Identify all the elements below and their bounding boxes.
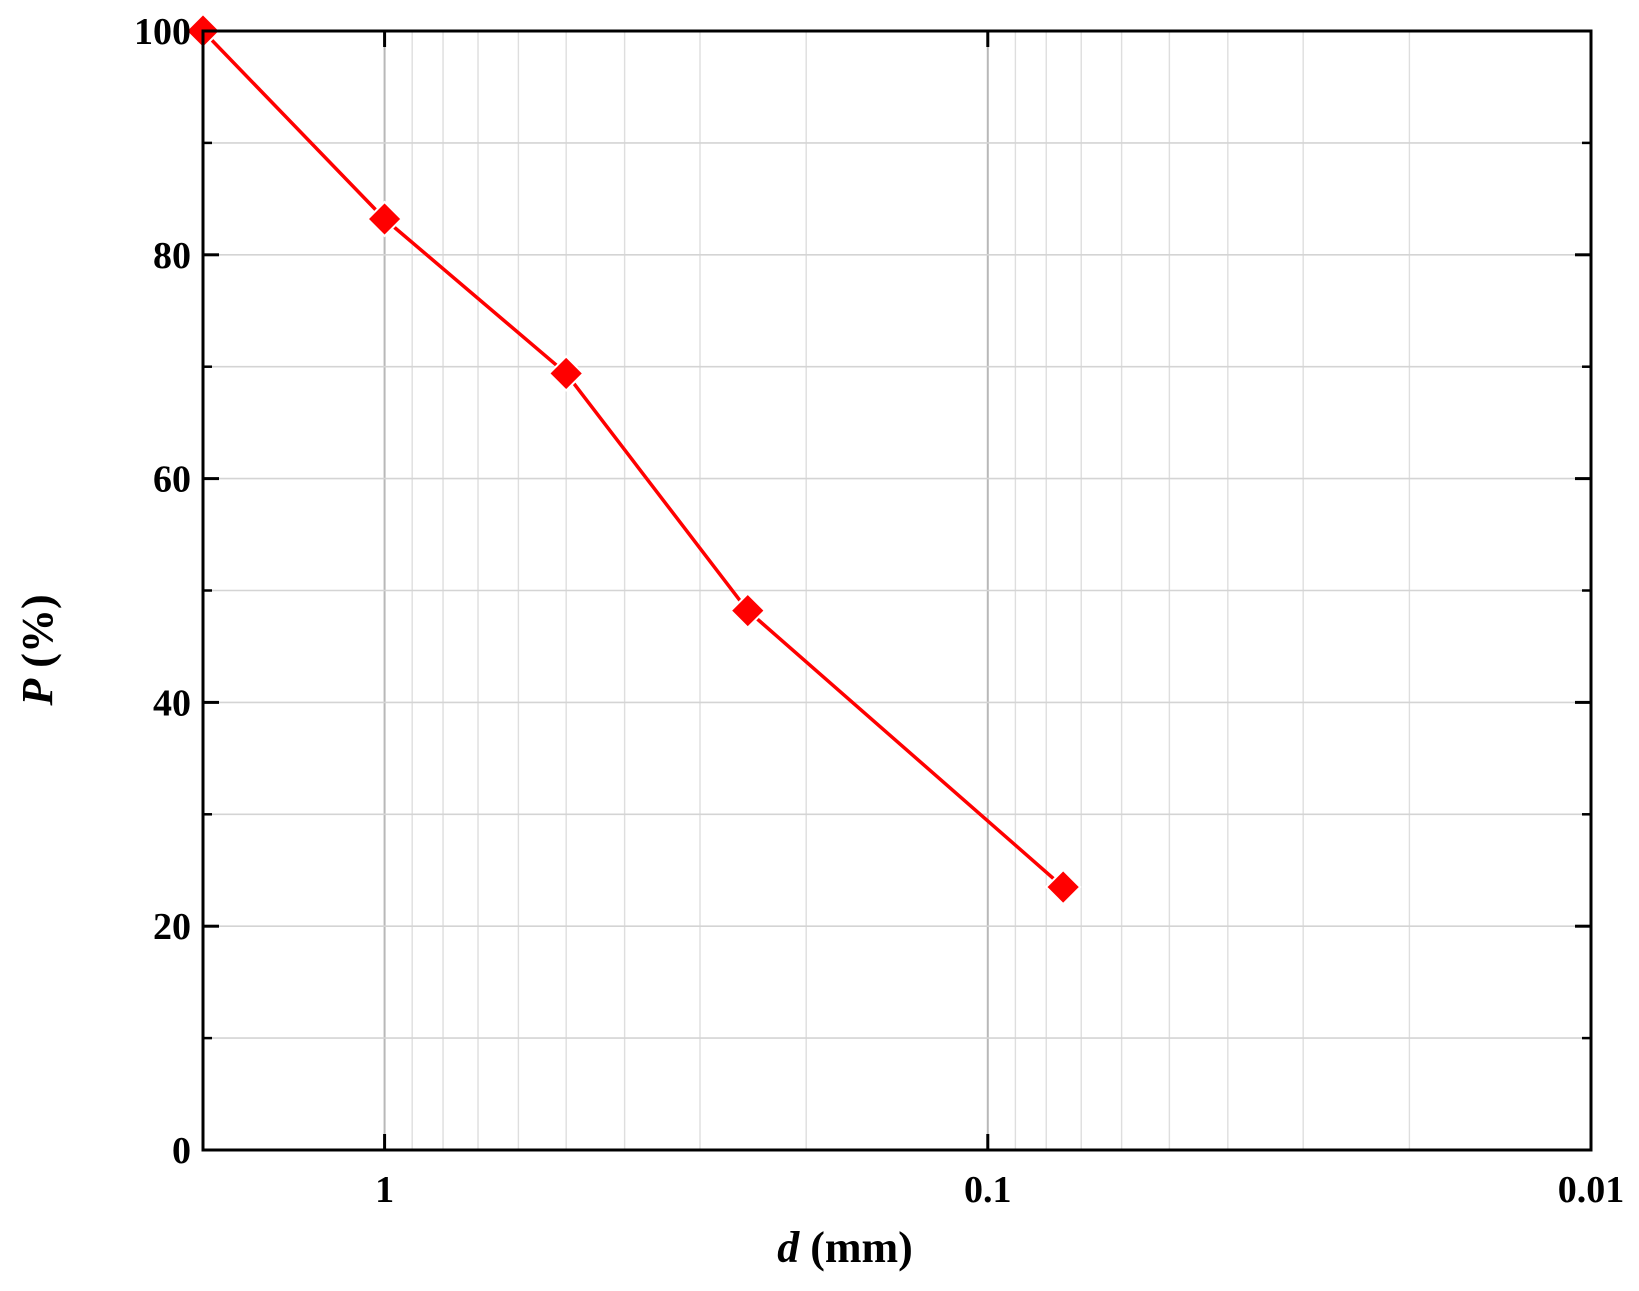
y-tick-label: 0 bbox=[172, 1130, 191, 1172]
x-axis-title: d (mm) bbox=[777, 1223, 913, 1272]
data-point bbox=[729, 592, 767, 630]
x-tick-label: 0.1 bbox=[964, 1169, 1012, 1211]
y-axis-title: P (%) bbox=[13, 594, 62, 706]
data-point bbox=[547, 354, 585, 392]
x-tick-label: 0.01 bbox=[1558, 1169, 1625, 1211]
tick-marks bbox=[203, 29, 1593, 1152]
tick-labels: 0 20 40 60 80 100 1 0.1 0.01 bbox=[134, 11, 1624, 1211]
y-tick-label: 80 bbox=[153, 235, 191, 277]
series-layer bbox=[184, 12, 1082, 906]
y-axis-unit: (%) bbox=[13, 594, 62, 678]
y-tick-label: 20 bbox=[153, 906, 191, 948]
data-point bbox=[1044, 868, 1082, 906]
y-tick-label: 40 bbox=[153, 682, 191, 724]
y-tick-label: 60 bbox=[153, 459, 191, 501]
y-axis-variable: P bbox=[13, 678, 62, 707]
x-axis-unit: (mm) bbox=[799, 1223, 913, 1272]
grid bbox=[203, 31, 1591, 1150]
data-point bbox=[366, 200, 403, 238]
x-axis-variable: d bbox=[777, 1223, 800, 1272]
y-tick-label: 100 bbox=[134, 11, 191, 53]
x-tick-label: 1 bbox=[375, 1169, 394, 1211]
